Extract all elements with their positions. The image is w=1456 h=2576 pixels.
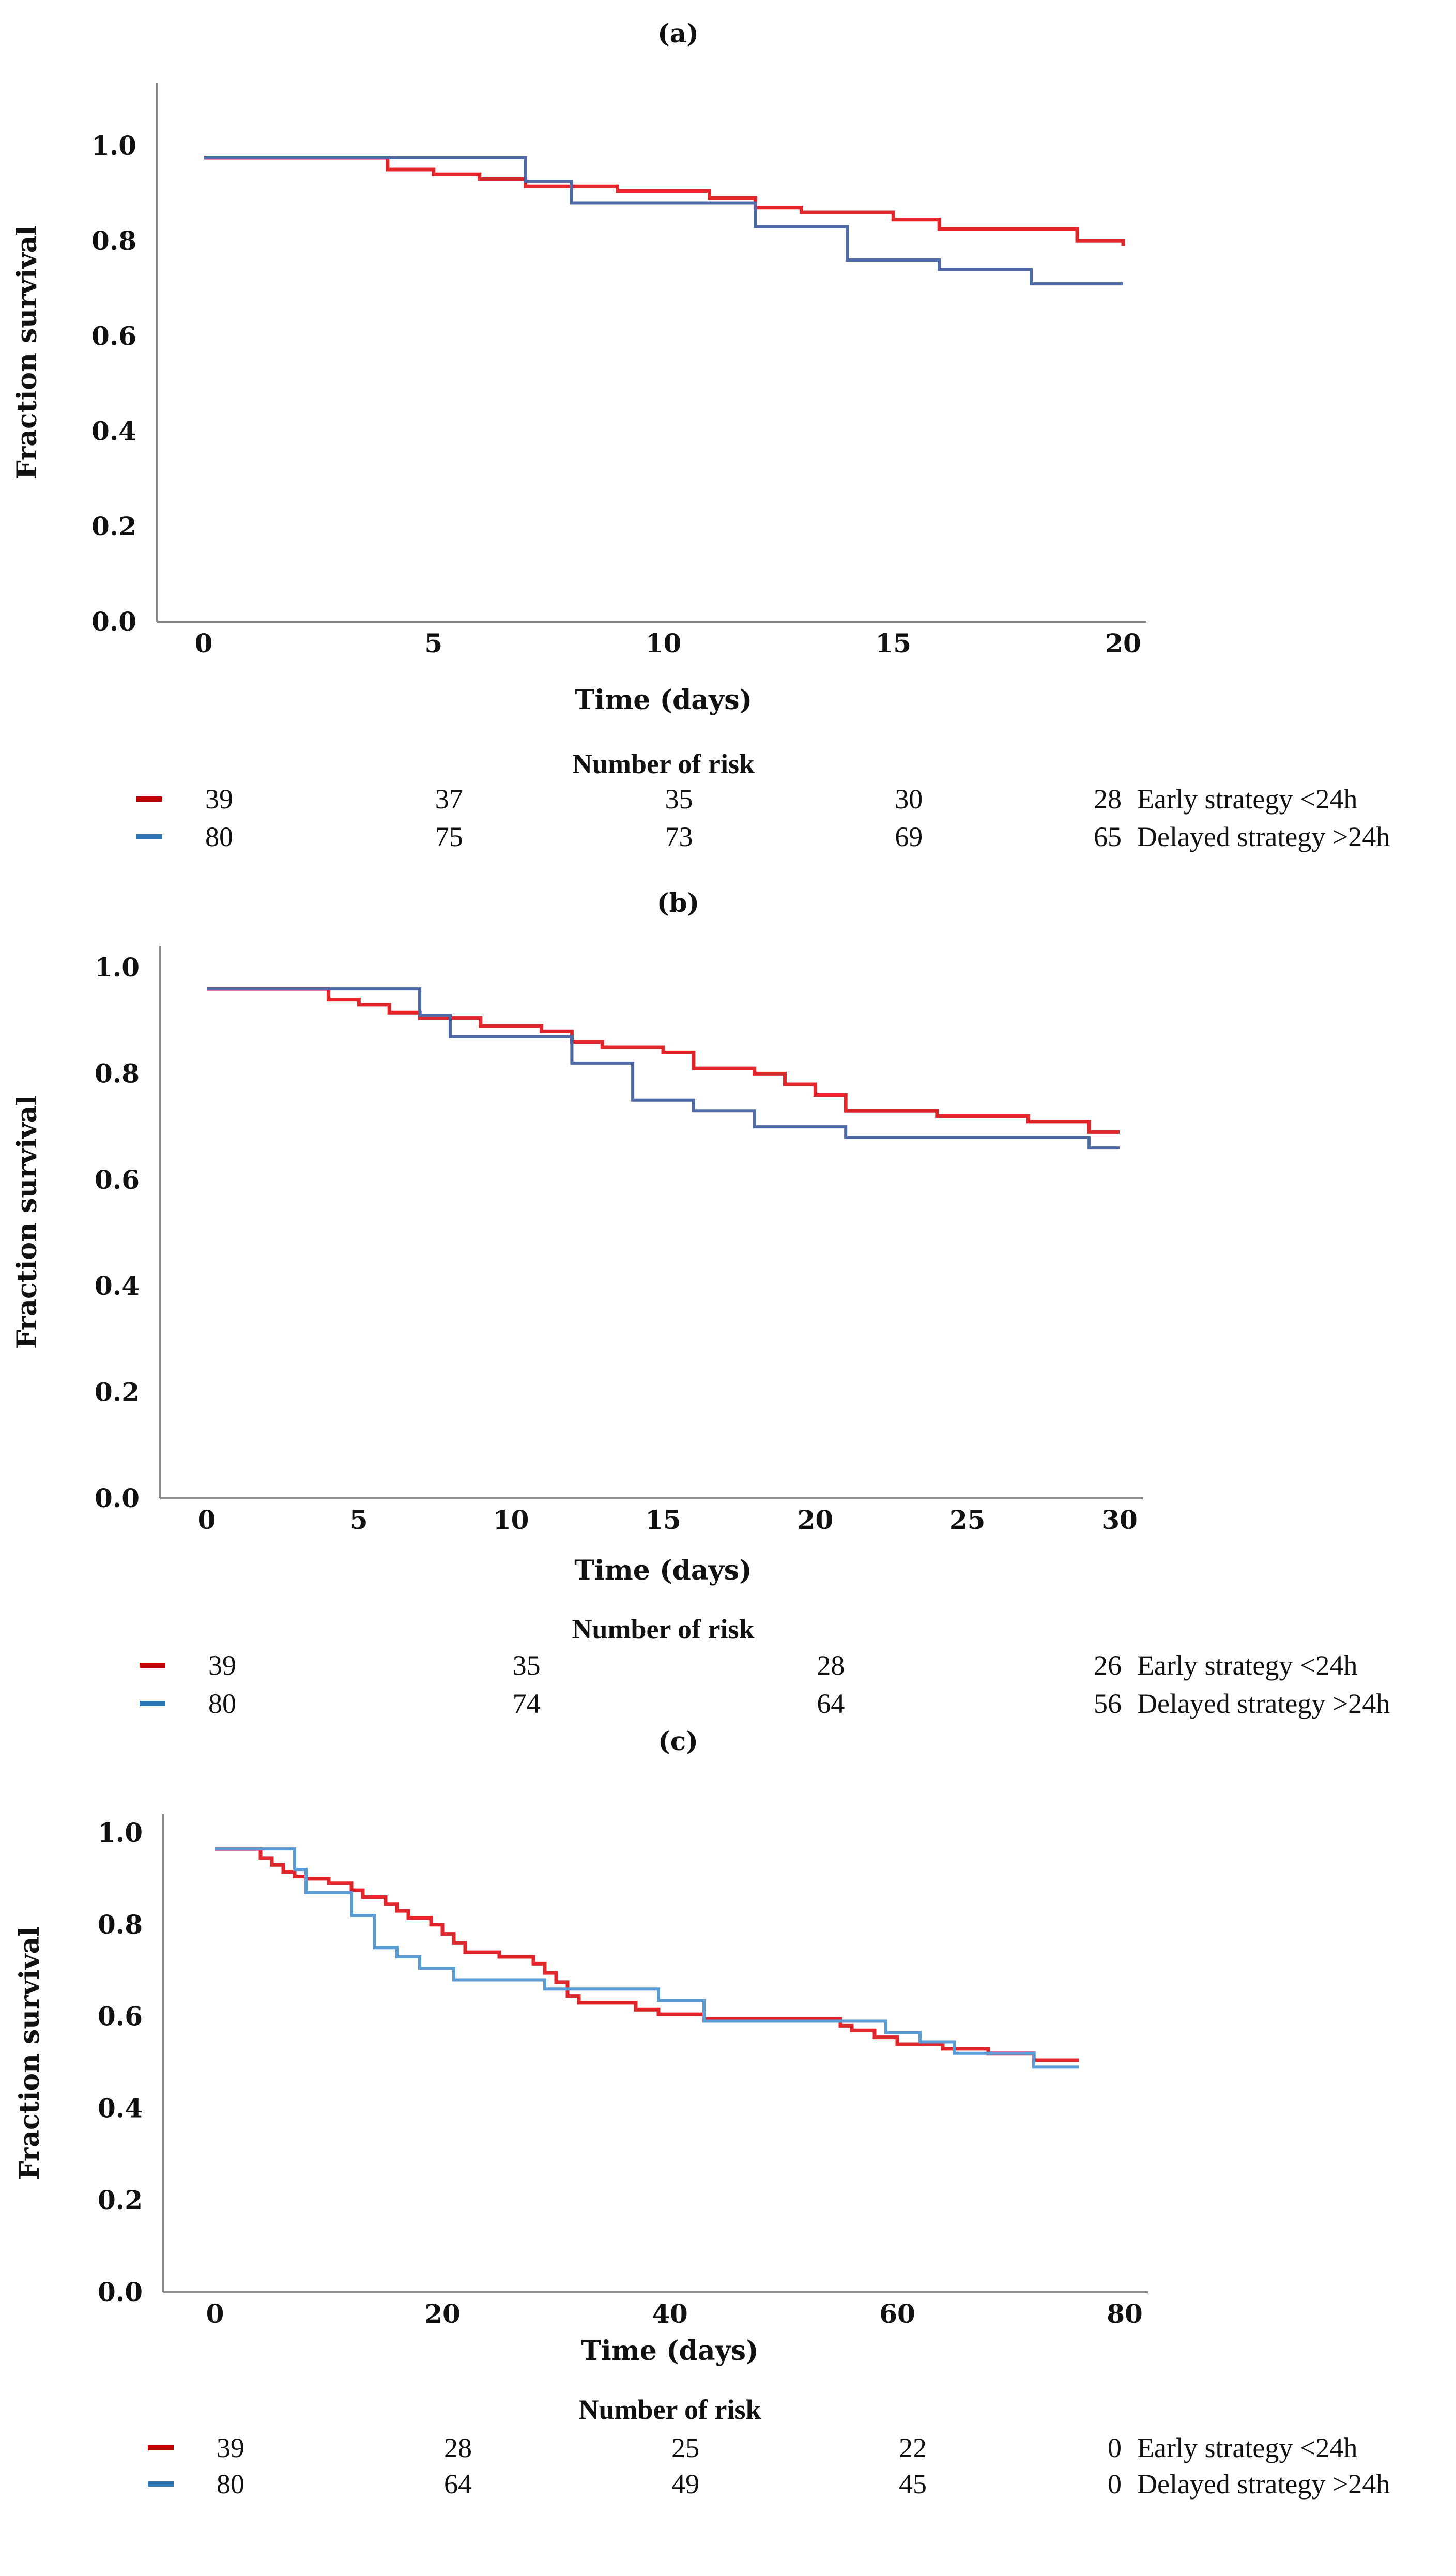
risk-count: 28 [444,2432,472,2463]
y-tick-label: 0.2 [95,1377,140,1407]
chart-panel-2: (c) 0.0 0.2 0.4 0.6 0.8 1.0 0 20 40 60 80 Fraction s… [14,1726,1390,2500]
survival-curve-delayed [207,987,1120,1150]
risk-count: 49 [671,2468,699,2500]
risk-count: 39 [208,1650,236,1681]
risk-count: 25 [671,2432,699,2463]
x-tick-label: 10 [646,628,682,658]
panel-label: (a) [657,18,699,49]
x-axis-title: Time (days) [574,1555,752,1586]
risk-table-title: Number of risk [578,2394,761,2425]
y-tick-label: 0.6 [91,320,136,351]
legend-label-delayed: Delayed strategy >24h [1137,821,1390,852]
x-tick-label: 10 [493,1505,529,1535]
risk-count: 65 [1094,821,1122,852]
y-tick-label: 0.8 [95,1058,140,1088]
risk-count: 80 [217,2468,244,2500]
risk-count: 73 [665,821,693,852]
risk-count: 35 [665,784,693,815]
panel-label: (b) [657,887,699,918]
y-tick-label: 0.4 [95,1270,140,1301]
x-tick-label: 5 [424,628,442,658]
x-tick-label: 0 [206,2298,224,2329]
risk-count: 56 [1094,1688,1122,1719]
y-tick-label: 0.4 [98,2093,143,2123]
y-tick-label: 1.0 [98,1817,143,1848]
survival-curve-early [204,156,1125,246]
panel-label: (c) [658,1726,698,1756]
x-tick-label: 0 [195,628,213,658]
y-tick-label: 0.0 [91,606,136,637]
risk-count: 28 [817,1650,845,1681]
x-tick-label: 0 [198,1505,216,1535]
chart-panel-1: (b) 0.0 0.2 0.4 0.6 0.8 1.0 0 5 10 15 20 25 30 Fractio… [11,887,1390,1719]
risk-count: 74 [513,1688,541,1719]
legend-label-early: Early strategy <24h [1137,1650,1357,1681]
risk-count: 75 [435,821,463,852]
risk-count: 35 [513,1650,541,1681]
y-tick-label: 0.0 [95,1483,140,1513]
x-tick-label: 15 [645,1505,681,1535]
x-axis-title: Time (days) [581,2335,758,2367]
y-tick-label: 1.0 [95,952,140,983]
risk-count: 64 [444,2468,472,2500]
risk-count: 69 [895,821,923,852]
survival-curve-delayed [204,156,1123,286]
risk-table-title: Number of risk [572,1614,754,1645]
x-tick-label: 20 [424,2298,461,2329]
y-tick-label: 0.4 [91,416,136,447]
risk-count: 64 [817,1688,845,1719]
y-tick-label: 0.0 [98,2277,143,2307]
y-axis-title: Fraction survival [11,1095,43,1349]
y-tick-label: 1.0 [91,130,136,161]
y-axis-title: Fraction survival [14,1926,45,2180]
y-tick-label: 0.8 [98,1909,143,1940]
y-tick-label: 0.6 [95,1164,140,1195]
survival-curve-early [215,1847,1079,2062]
legend-label-early: Early strategy <24h [1137,784,1357,815]
risk-table-title: Number of risk [572,748,755,779]
x-tick-label: 80 [1107,2298,1143,2329]
x-tick-label: 40 [652,2298,688,2329]
survival-curve-delayed [215,1847,1079,2069]
x-tick-label: 15 [875,628,911,658]
chart-panel-0: (a) 0.0 0.2 0.4 0.6 0.8 1.0 0 5 10 15 20 Fraction su… [11,18,1390,852]
x-axis-title: Time (days) [575,684,752,716]
risk-count: 39 [205,784,233,815]
risk-count: 28 [1094,784,1122,815]
risk-count: 37 [435,784,463,815]
x-tick-label: 60 [879,2298,915,2329]
risk-count: 0 [1108,2468,1122,2500]
x-tick-label: 30 [1101,1505,1138,1535]
x-tick-label: 20 [798,1505,834,1535]
legend-label-delayed: Delayed strategy >24h [1137,1688,1390,1719]
survival-curve-early [207,987,1120,1134]
y-tick-label: 0.8 [91,225,136,256]
y-tick-label: 0.2 [98,2185,143,2215]
risk-count: 80 [205,821,233,852]
x-tick-label: 20 [1105,628,1141,658]
x-tick-label: 25 [949,1505,986,1535]
risk-count: 80 [208,1688,236,1719]
risk-count: 39 [217,2432,244,2463]
risk-count: 30 [895,784,923,815]
y-tick-label: 0.2 [91,511,136,542]
risk-count: 0 [1108,2432,1122,2463]
risk-count: 22 [899,2432,927,2463]
legend-label-early: Early strategy <24h [1137,2432,1357,2463]
y-axis-title: Fraction survival [11,225,43,479]
y-tick-label: 0.6 [98,2001,143,2032]
x-tick-label: 5 [350,1505,368,1535]
risk-count: 45 [899,2468,927,2500]
legend-label-delayed: Delayed strategy >24h [1137,2468,1390,2500]
risk-count: 26 [1094,1650,1122,1681]
